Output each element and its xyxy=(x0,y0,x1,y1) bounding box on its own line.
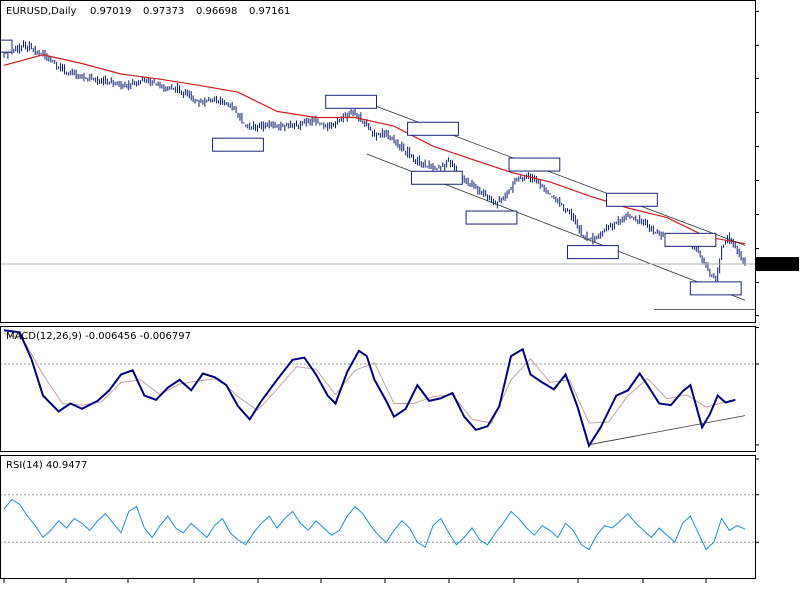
macd-signal-line xyxy=(3,332,736,424)
swing-label-box xyxy=(606,192,658,207)
swing-label-box xyxy=(567,245,619,260)
price-header-high: 0.97373 xyxy=(143,6,184,17)
macd-panel-frame xyxy=(0,326,756,452)
macd-line xyxy=(3,329,736,449)
macd-title: MACD(12,26,9) -0.006456 -0.006797 xyxy=(6,331,191,342)
swing-label-box xyxy=(212,137,264,152)
swing-label-box xyxy=(407,121,459,136)
macd-divergence-line xyxy=(588,415,746,446)
rsi-line xyxy=(3,498,746,551)
price-header-symbol: EURUSD,Daily xyxy=(6,6,77,17)
swing-label-box xyxy=(325,94,378,109)
swing-label-box xyxy=(689,281,742,296)
price-header-open: 0.97019 xyxy=(90,6,131,17)
last-price-tag xyxy=(755,257,799,272)
swing-label-box xyxy=(664,232,717,247)
rsi-panel-frame xyxy=(0,455,756,579)
price-header-low: 0.96698 xyxy=(196,6,237,17)
left-cut-label-box xyxy=(0,39,13,53)
price-panel-frame xyxy=(0,0,756,323)
price-header-close: 0.97161 xyxy=(249,6,290,17)
swing-label-box xyxy=(465,210,518,225)
rsi-title: RSI(14) 40.9477 xyxy=(6,460,87,471)
swing-label-box xyxy=(508,157,561,172)
swing-label-box xyxy=(411,170,463,185)
